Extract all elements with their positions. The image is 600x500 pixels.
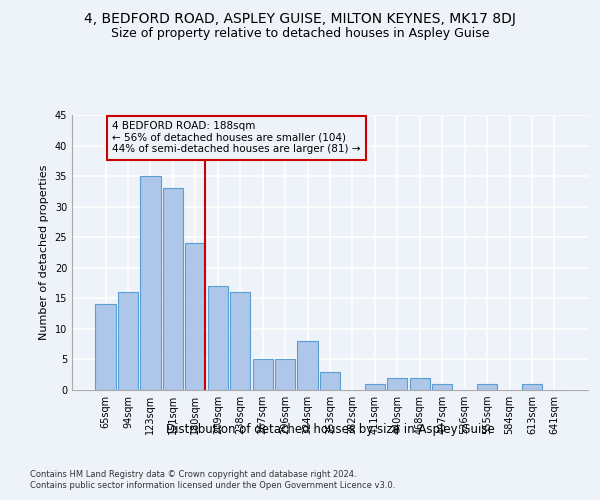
Text: Contains public sector information licensed under the Open Government Licence v3: Contains public sector information licen… [30,481,395,490]
Bar [432,384,452,390]
Bar [253,360,273,390]
Bar [365,384,385,390]
Bar [140,176,161,390]
Y-axis label: Number of detached properties: Number of detached properties [39,165,49,340]
Bar [522,384,542,390]
Bar [275,360,295,390]
Bar [320,372,340,390]
Bar [230,292,250,390]
Text: 4 BEDFORD ROAD: 188sqm
← 56% of detached houses are smaller (104)
44% of semi-de: 4 BEDFORD ROAD: 188sqm ← 56% of detached… [112,121,361,154]
Text: Distribution of detached houses by size in Aspley Guise: Distribution of detached houses by size … [166,422,494,436]
Bar [185,244,205,390]
Text: Size of property relative to detached houses in Aspley Guise: Size of property relative to detached ho… [111,28,489,40]
Text: Contains HM Land Registry data © Crown copyright and database right 2024.: Contains HM Land Registry data © Crown c… [30,470,356,479]
Bar [208,286,228,390]
Bar [477,384,497,390]
Bar [387,378,407,390]
Bar [118,292,138,390]
Bar [298,341,317,390]
Bar [410,378,430,390]
Text: 4, BEDFORD ROAD, ASPLEY GUISE, MILTON KEYNES, MK17 8DJ: 4, BEDFORD ROAD, ASPLEY GUISE, MILTON KE… [84,12,516,26]
Bar [95,304,116,390]
Bar [163,188,183,390]
